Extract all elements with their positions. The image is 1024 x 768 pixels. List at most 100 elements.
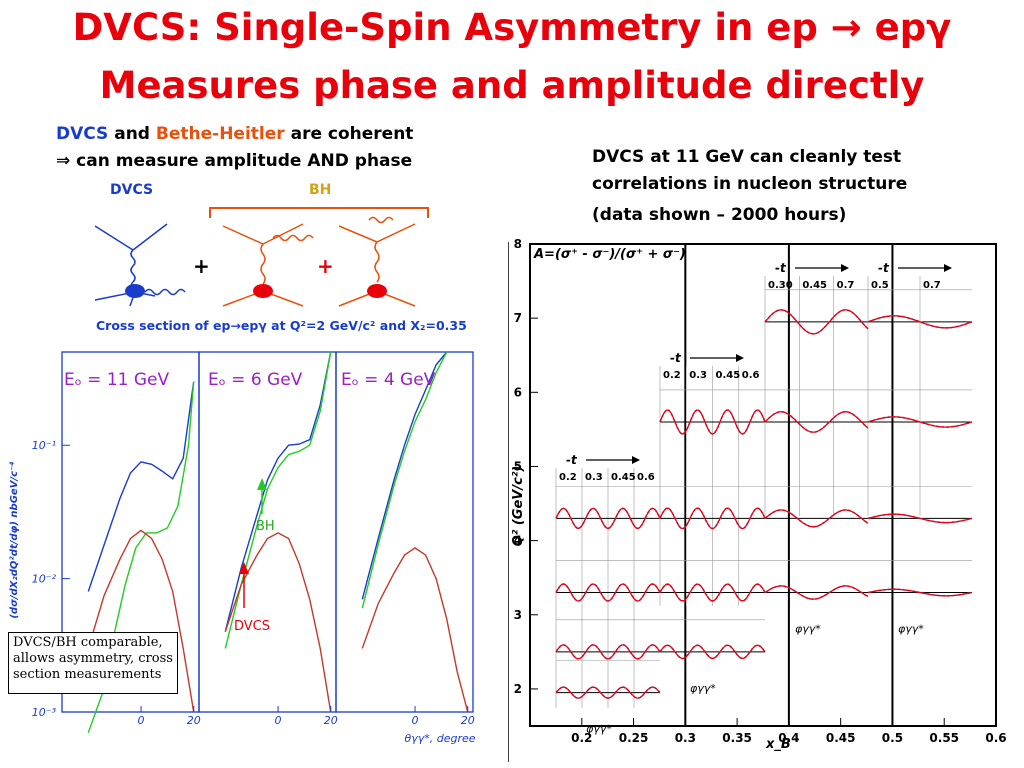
- phi-label: φγγ*: [898, 623, 924, 636]
- asymmetry-curve: [764, 509, 869, 528]
- y-tick-label: 7: [514, 311, 522, 325]
- dvcs-annotation: DVCS: [234, 619, 270, 634]
- comparison-textbox: DVCS/BH comparable, allows asymmetry, cr…: [8, 632, 178, 694]
- x-tick-label: 0: [275, 714, 282, 727]
- t-value: 0.45: [802, 280, 827, 291]
- cross-section-plot: 0 20 0 20 0 20 10⁻¹ 10⁻² 10⁻³ (dσ/dX₂dQ²dt/dφ) n…: [9, 351, 476, 745]
- cross-section-xlabel: θγγ*, degree: [404, 732, 475, 745]
- asymmetry-curve: [659, 583, 766, 602]
- y-tick-label: 10⁻²: [32, 573, 57, 586]
- t-arrowhead: [632, 456, 640, 464]
- note-line3: (data shown – 2000 hours): [592, 205, 847, 225]
- dvcs-diagram: [94, 223, 186, 307]
- coherence-line1: DVCS and Bethe-Heitler are coherent: [56, 124, 413, 144]
- bh-arrowhead: [257, 478, 267, 490]
- plus-sign-2: +: [317, 254, 334, 278]
- asymmetry-title: A=(σ⁺ - σ⁻)/(σ⁺ + σ⁻): [533, 247, 686, 262]
- t-arrowhead: [944, 264, 952, 272]
- asymmetry-waves: [555, 309, 973, 699]
- diagram-bh-label: BH: [309, 182, 332, 198]
- series-line-total: [87, 381, 195, 592]
- asymmetry-curve: [555, 583, 661, 602]
- asymmetry-curve: [555, 644, 661, 660]
- coherence-line2: ⇒ can measure amplitude AND phase: [56, 151, 413, 171]
- y-tick-label: 6: [514, 385, 522, 399]
- bh-blob-2: [367, 284, 387, 298]
- t-label: -t: [775, 261, 787, 275]
- asymmetry-curve: [867, 513, 973, 524]
- series-line-dvcs: [224, 532, 332, 713]
- y-tick-label: 2: [514, 682, 522, 696]
- phi-label: φγγ*: [690, 682, 716, 695]
- plus-sign-1: +: [193, 254, 210, 278]
- asymmetry-curve: [764, 309, 869, 335]
- asymmetry-curve: [555, 686, 661, 699]
- note-line2: correlations in nucleon structure: [592, 174, 908, 194]
- textbox-line2: allows asymmetry, cross: [13, 651, 173, 666]
- t-value: 0.2: [559, 472, 577, 483]
- diagram-dvcs-label: DVCS: [110, 182, 154, 198]
- asymmetry-xlabel: x_B: [765, 737, 791, 752]
- t-value: 0.7: [837, 280, 855, 291]
- phi-label: φγγ*: [586, 723, 612, 736]
- series-line-dvcs: [361, 547, 469, 713]
- series-line-dvcs: [87, 529, 195, 713]
- bh-diagram-1: [222, 223, 314, 307]
- x-tick-label: 0.3: [675, 731, 696, 745]
- x-tick-label: 0.35: [722, 731, 752, 745]
- x-tick-label: 20: [324, 714, 338, 727]
- x-tick-label: 0: [412, 714, 419, 727]
- t-value: 0.7: [923, 280, 941, 291]
- t-value: 0.3: [585, 472, 603, 483]
- x-tick-label: 0.5: [882, 731, 903, 745]
- t-value: 0.6: [742, 370, 760, 381]
- cross-section-frames: [61, 351, 474, 713]
- t-value: 0.5: [871, 280, 889, 291]
- panel-label-4gev: Eₒ = 4 GeV: [341, 370, 436, 390]
- asymmetry-curve: [764, 585, 869, 600]
- asymmetry-curve: [867, 588, 973, 597]
- cross-section-caption: Cross section of ep→epγ at Q²=2 GeV/c² a…: [96, 318, 467, 333]
- t-value: 0.2: [663, 370, 681, 381]
- bh-bracket: [209, 207, 429, 218]
- t-arrowhead: [841, 264, 849, 272]
- bh-annotation: BH: [256, 519, 275, 534]
- are-coherent-text: are coherent: [290, 124, 414, 144]
- t-value: 0.30: [768, 280, 793, 291]
- t-value: 0.6: [637, 472, 655, 483]
- t-value: 0.45: [611, 472, 636, 483]
- asymmetry-curve: [867, 416, 973, 428]
- series-line-total: [224, 351, 332, 632]
- asymmetry-curve: [659, 644, 766, 660]
- cross-section-ticks: 0 20 0 20 0 20 10⁻¹ 10⁻² 10⁻³: [32, 439, 475, 727]
- asymmetry-curve: [659, 409, 766, 435]
- textbox-line3: section measurements: [13, 667, 162, 682]
- t-value: 0.3: [689, 370, 707, 381]
- panel-frame: [335, 351, 474, 713]
- y-tick-label: 10⁻³: [32, 706, 57, 719]
- x-tick-label: 0: [138, 714, 145, 727]
- asymmetry-curve: [867, 315, 973, 329]
- series-line-bh: [361, 351, 448, 609]
- t-value: 0.45: [716, 370, 741, 381]
- t-label: -t: [670, 351, 682, 365]
- series-line-total: [361, 351, 448, 600]
- x-tick-label: 0.4: [778, 731, 799, 745]
- note-line1: DVCS at 11 GeV can cleanly test: [592, 147, 902, 167]
- plot-frame: [529, 243, 997, 727]
- bh-term: Bethe-Heitler: [155, 124, 285, 144]
- asymmetry-curve: [659, 507, 766, 530]
- panel-label-6gev: Eₒ = 6 GeV: [208, 370, 303, 390]
- x-tick-label: 0.55: [929, 731, 959, 745]
- feynman-diagrams: [94, 207, 429, 307]
- dvcs-arrowhead: [239, 562, 249, 574]
- x-tick-label: 0.6: [985, 731, 1006, 745]
- y-tick-label: 5: [514, 459, 522, 473]
- y-tick-label: 10⁻¹: [32, 439, 56, 452]
- dvcs-term: DVCS: [56, 124, 109, 144]
- slide-title-line2: Measures phase and amplitude directly: [99, 64, 925, 107]
- cross-section-ylabel: (dσ/dX₂dQ²dt/dφ) nbGeV/c⁻⁴: [9, 461, 20, 618]
- and-word: and: [114, 124, 150, 144]
- slide-title-line1: DVCS: Single-Spin Asymmetry in ep → epγ: [72, 6, 952, 49]
- phi-label: φγγ*: [795, 623, 821, 636]
